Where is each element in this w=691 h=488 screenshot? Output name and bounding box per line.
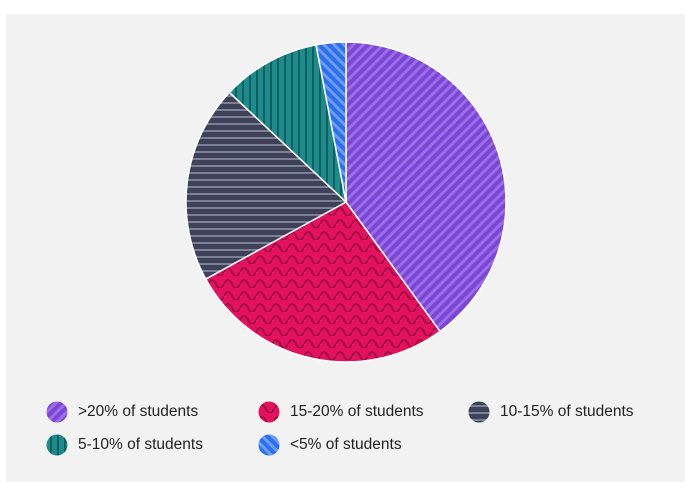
legend-label: 5-10% of students: [78, 436, 203, 453]
legend-swatch-icon: [258, 401, 280, 423]
pie-slice-0: [345, 41, 507, 333]
legend-swatch-icon: [258, 434, 280, 456]
legend-item-under-5: <5% of students: [258, 432, 402, 458]
pie-slice-3: [228, 43, 348, 205]
legend-item-10-15: 10-15% of students: [468, 399, 634, 425]
legend-label: >20% of students: [78, 403, 199, 420]
pie-slice-1: [204, 201, 442, 363]
legend-item-5-10: 5-10% of students: [46, 432, 203, 458]
legend-swatch-icon: [468, 401, 490, 423]
legend-item-15-20: 15-20% of students: [258, 399, 424, 425]
pie-slice-2: [185, 91, 348, 281]
legend-swatch-icon: [46, 434, 68, 456]
legend-swatch-icon: [46, 401, 68, 423]
legend-label: 15-20% of students: [290, 403, 424, 420]
pie-slice-4: [315, 41, 347, 203]
legend-label: <5% of students: [290, 436, 402, 453]
legend-item-over-20: >20% of students: [46, 399, 198, 425]
legend-label: 10-15% of students: [500, 403, 634, 420]
